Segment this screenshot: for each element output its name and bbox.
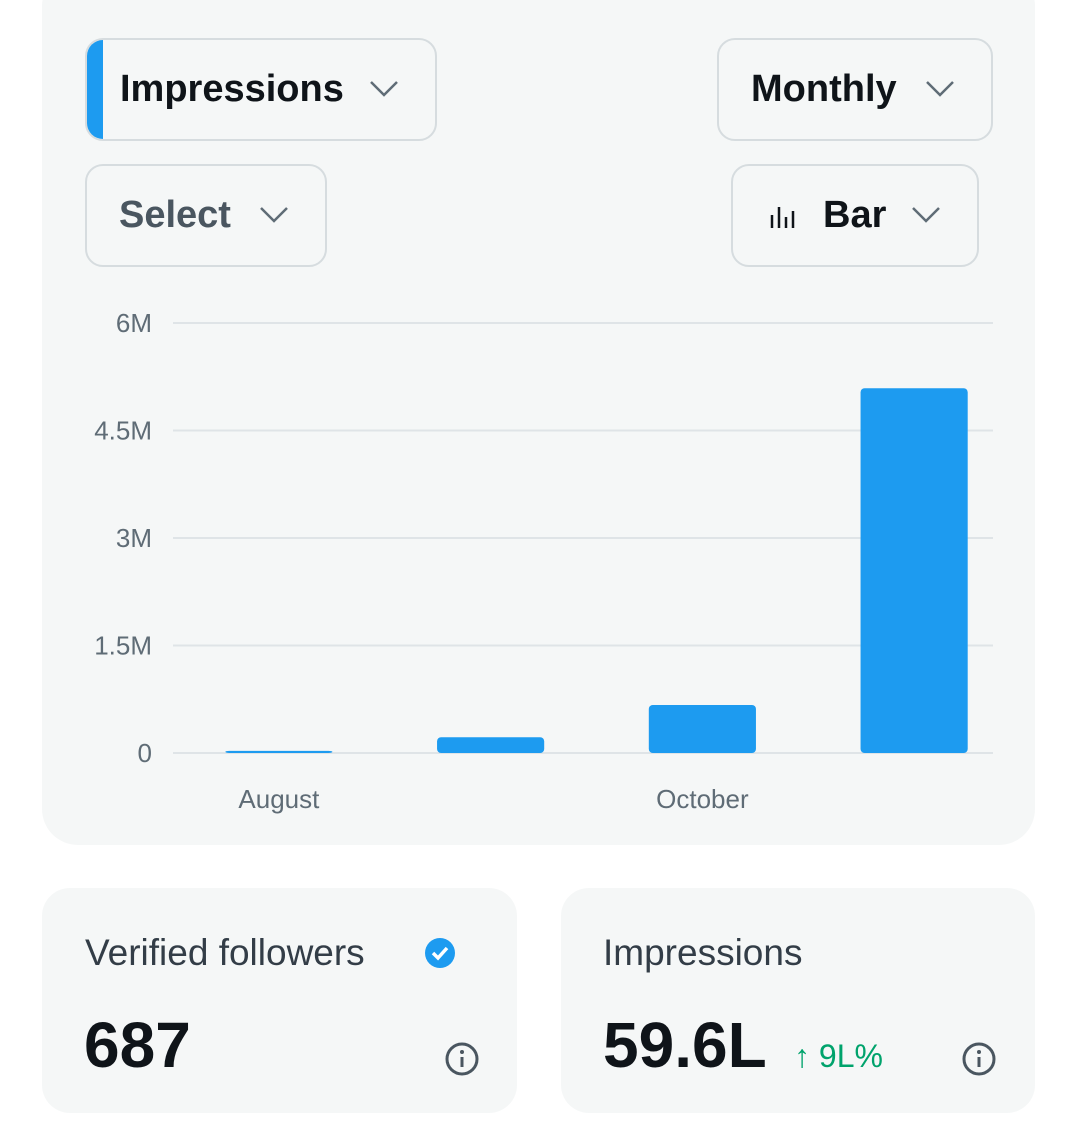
chart-type-label: Bar bbox=[823, 194, 887, 236]
stat-card: Verified followers 687 bbox=[42, 888, 517, 1113]
bar bbox=[648, 704, 756, 753]
metric-label: Impressions bbox=[120, 68, 344, 110]
chevron bbox=[370, 81, 398, 97]
y-tick-label: 3M bbox=[116, 523, 152, 553]
metric-color-stripe bbox=[87, 40, 103, 139]
card-value: 59.6L bbox=[603, 1009, 767, 1081]
bar bbox=[225, 750, 333, 753]
metric-dropdown[interactable]: Impressions bbox=[85, 38, 437, 141]
bar bbox=[437, 737, 545, 753]
bar-icon bbox=[770, 206, 795, 228]
chevron bbox=[260, 207, 288, 223]
chevron bbox=[912, 207, 940, 223]
card-value: 687 bbox=[84, 1009, 191, 1081]
y-tick-label: 0 bbox=[138, 738, 152, 768]
card-change: ↑ 9L% bbox=[794, 1038, 883, 1074]
verified-badge bbox=[425, 938, 455, 968]
x-tick-label: October bbox=[656, 784, 749, 814]
chart-type-dropdown[interactable]: Bar bbox=[731, 164, 979, 267]
card-title: Impressions bbox=[603, 932, 803, 973]
y-tick-label: 1.5M bbox=[94, 630, 152, 660]
x-tick-label: August bbox=[238, 784, 320, 814]
card-title: Verified followers bbox=[85, 932, 365, 973]
chevron bbox=[926, 81, 954, 97]
period-dropdown[interactable]: Monthly bbox=[717, 38, 993, 141]
filter-label: Select bbox=[119, 194, 231, 236]
period-label: Monthly bbox=[751, 68, 897, 110]
info-icon[interactable] bbox=[961, 1041, 997, 1077]
y-tick-label: 4.5M bbox=[94, 415, 152, 445]
chart: 0 1.5M 3M 4.5M 6M August October bbox=[94, 308, 993, 814]
y-tick-label: 6M bbox=[116, 308, 152, 338]
filter-dropdown[interactable]: Select bbox=[85, 164, 327, 267]
info-icon[interactable] bbox=[444, 1041, 480, 1077]
stat-card: Impressions 59.6L ↑ 9L% bbox=[561, 888, 1035, 1113]
bar bbox=[860, 388, 968, 753]
